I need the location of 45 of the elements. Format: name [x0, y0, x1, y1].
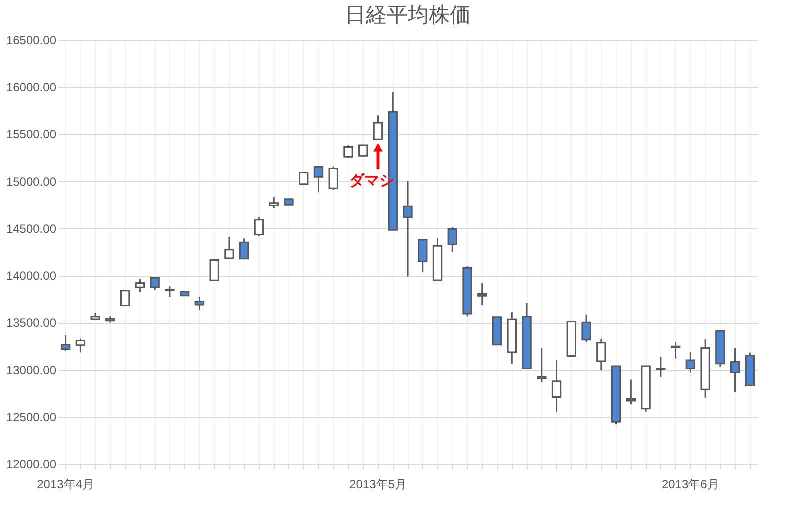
candlestick — [478, 282, 488, 306]
candlestick — [299, 172, 309, 186]
x-tick-label: 2013年4月 — [37, 478, 94, 492]
candlestick — [165, 286, 175, 298]
candlestick — [240, 238, 250, 260]
candlestick — [730, 347, 740, 394]
y-tick-label: 16000.00 — [6, 80, 57, 95]
candlestick — [60, 334, 71, 352]
candlestick — [358, 144, 368, 157]
candlestick — [596, 338, 606, 372]
candlestick — [656, 356, 666, 378]
y-tick-label: 16500.00 — [6, 34, 57, 48]
y-tick-label: 14000.00 — [6, 269, 57, 284]
candlestick — [269, 196, 279, 209]
y-tick-label: 13500.00 — [6, 316, 57, 330]
y-tick-label: 15000.00 — [6, 174, 57, 189]
candlestick — [418, 239, 428, 274]
candlestick — [76, 338, 86, 354]
x-tick-label: 2013年6月 — [662, 478, 720, 492]
candlestick — [254, 216, 264, 238]
y-tick-label: 14500.00 — [6, 222, 57, 236]
candlestick — [670, 342, 681, 360]
candlestick — [537, 347, 547, 383]
candlestick — [626, 379, 636, 406]
candlestick — [194, 296, 205, 312]
candlestick — [120, 290, 130, 306]
candlestick — [344, 144, 354, 160]
y-tick-label: 15500.00 — [6, 128, 57, 142]
candlestick — [403, 180, 413, 278]
y-tick-label: 12000.00 — [6, 458, 57, 472]
candlestick — [582, 314, 592, 344]
candlestick — [150, 278, 160, 292]
candlestick — [686, 351, 696, 374]
x-tick-label: 2013年5月 — [350, 478, 407, 492]
chart-title: 日経平均株価 — [345, 4, 471, 27]
candlestick — [373, 114, 384, 140]
candlestick — [448, 226, 458, 254]
candlestick — [210, 259, 220, 282]
y-tick-label: 13000.00 — [6, 363, 57, 378]
candlestick — [552, 360, 562, 414]
candlestick — [224, 236, 234, 260]
candlestick — [135, 278, 146, 293]
candlestick — [328, 166, 338, 191]
y-tick-label: 12500.00 — [6, 410, 57, 424]
candlestick — [314, 166, 324, 194]
